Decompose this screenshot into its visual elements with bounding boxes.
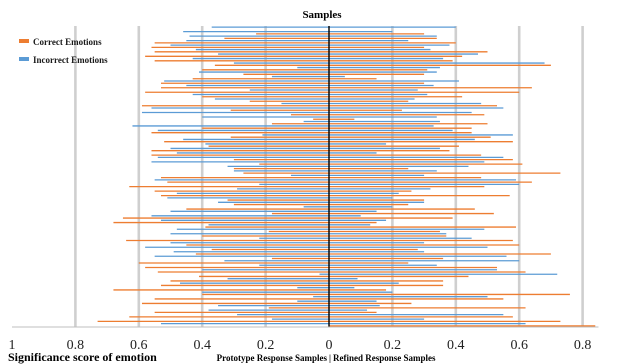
legend: Correct Emotions Incorrect Emotions [19,37,108,65]
x-tick-label: 0.4 [447,338,465,353]
x-tick-labels: 1 0.8 0.6 0.4 0.2 0 0.2 0.4 0.6 0.8 [9,338,592,353]
caption-refined: Refined Response Samples [333,353,436,363]
legend-swatch-correct [19,39,29,43]
gridlines [74,26,584,327]
legend-swatch-incorrect [19,57,29,61]
x-tick-label: 0.2 [384,338,402,353]
x-tick-label: 0.6 [510,338,528,353]
chart-title: Samples [302,9,342,21]
caption-separator: | [329,353,331,363]
legend-label-incorrect: Incorrect Emotions [33,55,108,65]
caption-prototype: Prototype Response Samples [217,353,328,363]
x-axis-label: Significance score of emotion [8,350,157,364]
x-tick-label: 0.4 [193,338,211,353]
x-tick-label: 0.6 [130,338,148,353]
x-tick-label: 0.2 [257,338,275,353]
bars [97,26,596,327]
x-tick-label: 0.8 [67,338,85,353]
x-tick-label: 1 [9,338,16,353]
legend-label-correct: Correct Emotions [33,37,102,47]
x-tick-label: 0.8 [574,338,592,353]
x-tick-label: 0 [326,338,333,353]
